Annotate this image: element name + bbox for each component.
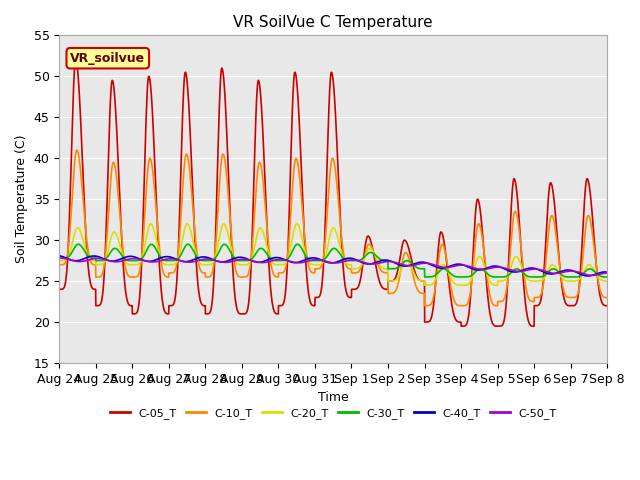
C-10_T	[604, 295, 611, 300]
C-20_T	[603, 278, 611, 284]
C-30_T	[209, 257, 216, 263]
C-40_T	[603, 269, 611, 275]
Y-axis label: Soil Temperature (C): Soil Temperature (C)	[15, 135, 28, 264]
X-axis label: Time: Time	[318, 391, 349, 404]
Title: VR SoilVue C Temperature: VR SoilVue C Temperature	[234, 15, 433, 30]
C-50_T	[57, 255, 65, 261]
C-10_T	[209, 269, 216, 275]
C-50_T	[387, 259, 394, 264]
C-05_T	[387, 278, 394, 284]
C-30_T	[56, 255, 63, 261]
C-50_T	[209, 257, 216, 263]
C-50_T	[173, 257, 180, 263]
C-50_T	[588, 273, 596, 278]
C-10_T	[421, 303, 429, 309]
Line: C-05_T: C-05_T	[60, 60, 607, 326]
C-40_T	[56, 253, 63, 259]
C-30_T	[173, 257, 180, 263]
C-50_T	[604, 270, 611, 276]
C-50_T	[396, 261, 404, 267]
Line: C-50_T: C-50_T	[60, 258, 607, 276]
C-20_T	[604, 278, 611, 284]
C-40_T	[173, 256, 180, 262]
C-05_T	[56, 287, 63, 292]
C-40_T	[604, 269, 611, 275]
C-40_T	[584, 273, 592, 279]
C-40_T	[209, 256, 216, 262]
C-10_T	[396, 270, 404, 276]
C-05_T	[72, 57, 79, 63]
Line: C-20_T: C-20_T	[60, 224, 607, 285]
C-30_T	[603, 274, 611, 280]
C-10_T	[552, 228, 559, 233]
C-40_T	[396, 262, 404, 268]
C-20_T	[396, 269, 404, 275]
Text: VR_soilvue: VR_soilvue	[70, 52, 145, 65]
Legend: C-05_T, C-10_T, C-20_T, C-30_T, C-40_T, C-50_T: C-05_T, C-10_T, C-20_T, C-30_T, C-40_T, …	[106, 403, 561, 423]
Line: C-30_T: C-30_T	[60, 244, 607, 277]
C-10_T	[387, 290, 394, 296]
C-10_T	[173, 261, 180, 266]
C-10_T	[73, 147, 81, 153]
C-20_T	[421, 282, 429, 288]
C-20_T	[552, 264, 559, 270]
C-40_T	[551, 271, 559, 276]
C-05_T	[173, 278, 180, 284]
C-20_T	[147, 221, 154, 227]
C-50_T	[56, 255, 63, 261]
C-20_T	[173, 259, 180, 265]
C-30_T	[604, 274, 611, 280]
C-30_T	[396, 263, 404, 269]
C-30_T	[74, 241, 82, 247]
C-30_T	[552, 266, 559, 272]
C-20_T	[387, 278, 394, 284]
C-05_T	[604, 303, 611, 309]
C-30_T	[387, 266, 394, 272]
C-50_T	[552, 271, 559, 276]
C-05_T	[396, 253, 404, 259]
C-50_T	[603, 270, 611, 276]
C-20_T	[209, 261, 216, 266]
C-10_T	[603, 295, 611, 300]
C-05_T	[209, 297, 216, 302]
Line: C-40_T: C-40_T	[60, 256, 607, 276]
C-05_T	[552, 211, 559, 217]
C-40_T	[387, 258, 394, 264]
Line: C-10_T: C-10_T	[60, 150, 607, 306]
C-05_T	[603, 303, 611, 309]
C-05_T	[458, 324, 465, 329]
C-10_T	[56, 262, 63, 268]
C-20_T	[56, 258, 63, 264]
